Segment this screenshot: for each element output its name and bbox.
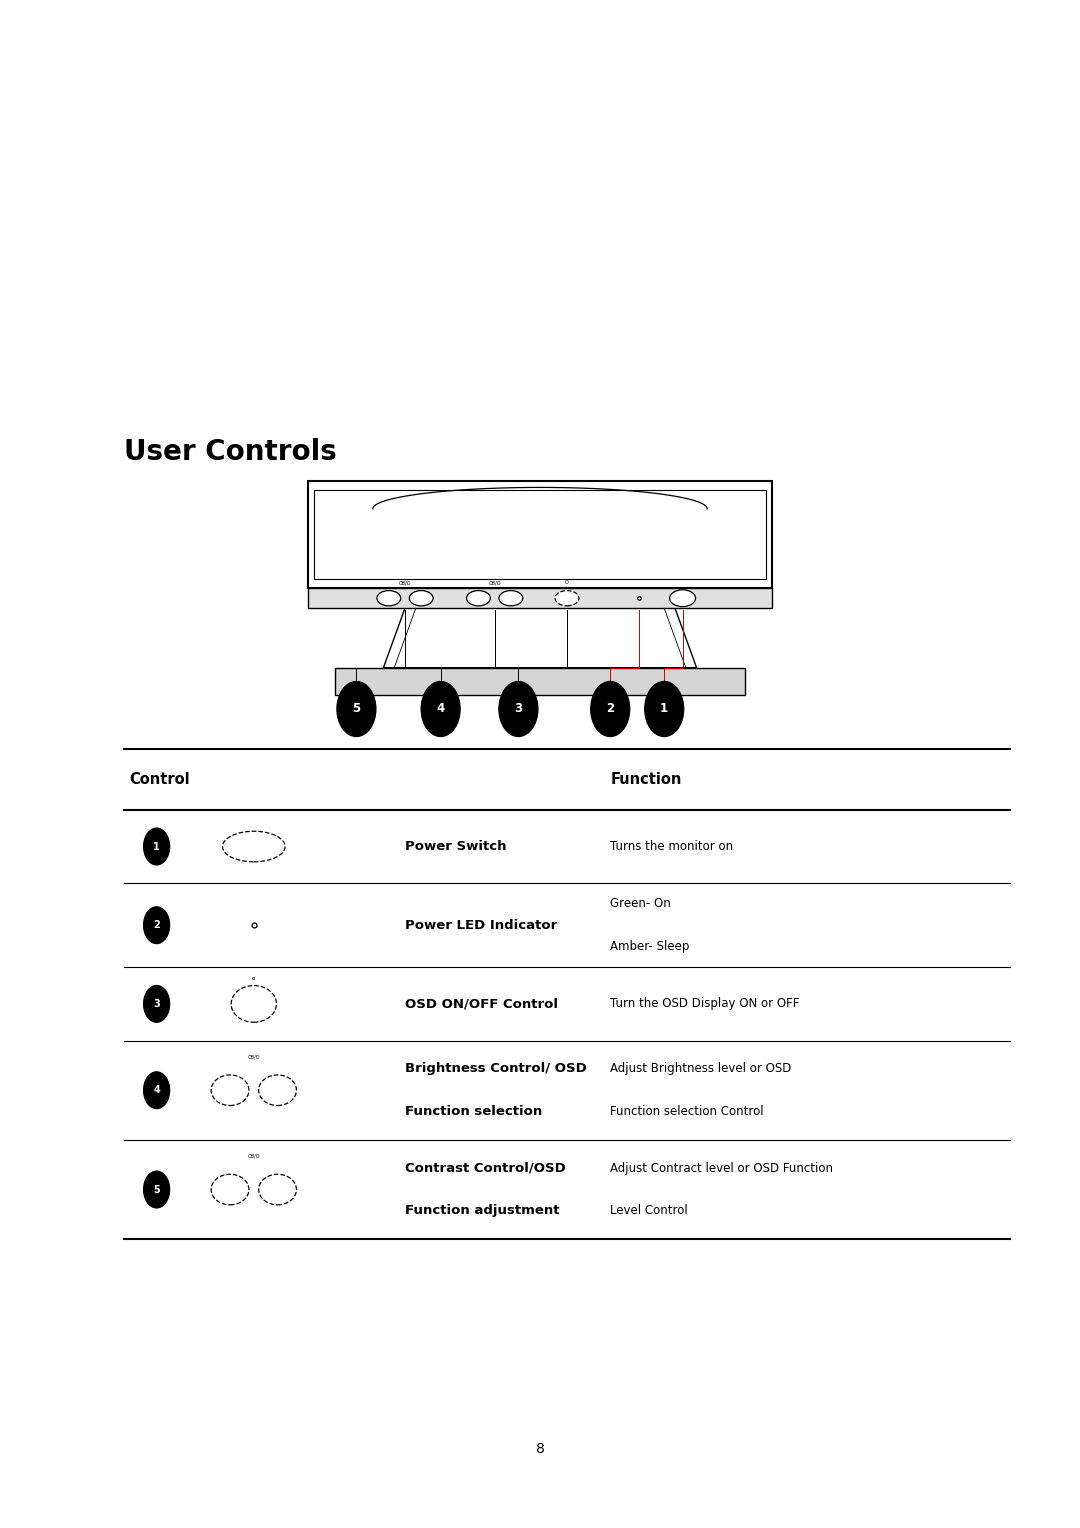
Text: OB/O: OB/O [488,581,501,585]
Text: o: o [252,976,256,981]
Text: Adjust Brightness level or OSD: Adjust Brightness level or OSD [610,1062,792,1076]
Text: OB/O: OB/O [399,581,411,585]
Ellipse shape [499,590,523,605]
Text: 3: 3 [514,703,523,715]
Text: OB/O: OB/O [247,1054,260,1059]
Text: User Controls: User Controls [124,439,337,466]
Text: Function selection: Function selection [405,1105,542,1118]
Circle shape [499,681,538,736]
Circle shape [144,1170,170,1207]
Circle shape [144,828,170,865]
Text: OB/O: OB/O [247,1154,260,1158]
Bar [308,481,772,588]
Ellipse shape [259,1074,296,1105]
Circle shape [337,681,376,736]
Text: 8: 8 [536,1441,544,1456]
Text: O: O [565,581,569,585]
Text: Brightness Control/ OSD: Brightness Control/ OSD [405,1062,586,1076]
Text: Control: Control [130,772,190,787]
Text: 1: 1 [660,703,669,715]
Ellipse shape [467,590,490,605]
Text: Turns the monitor on: Turns the monitor on [610,840,733,853]
Text: Contrast Control/OSD: Contrast Control/OSD [405,1161,566,1175]
Text: Function selection Control: Function selection Control [610,1105,764,1118]
Ellipse shape [212,1074,248,1105]
Circle shape [591,681,630,736]
Circle shape [144,986,170,1022]
Ellipse shape [231,986,276,1022]
Ellipse shape [212,1174,248,1204]
Text: OSD ON/OFF Control: OSD ON/OFF Control [405,998,558,1010]
Bar [335,668,745,695]
Text: Function: Function [610,772,681,787]
Polygon shape [383,608,697,668]
Text: Adjust Contract level or OSD Function: Adjust Contract level or OSD Function [610,1161,833,1175]
Text: Power LED Indicator: Power LED Indicator [405,918,557,932]
Bar [314,490,766,579]
Ellipse shape [555,590,579,605]
Text: Amber- Sleep: Amber- Sleep [610,940,689,953]
Text: 5: 5 [153,1184,160,1195]
Text: Function adjustment: Function adjustment [405,1204,559,1218]
Text: Green- On: Green- On [610,897,671,911]
Text: Level Control: Level Control [610,1204,688,1218]
Ellipse shape [259,1174,296,1204]
Ellipse shape [222,831,285,862]
Ellipse shape [409,590,433,605]
Text: 4: 4 [153,1085,160,1096]
Circle shape [421,681,460,736]
Text: 5: 5 [352,703,361,715]
Text: 4: 4 [436,703,445,715]
Ellipse shape [377,590,401,605]
Bar [308,588,772,608]
Text: 2: 2 [606,703,615,715]
Text: 3: 3 [153,999,160,1008]
Ellipse shape [670,590,696,607]
Text: 2: 2 [153,920,160,931]
Text: Power Switch: Power Switch [405,840,507,853]
Circle shape [645,681,684,736]
Text: Turn the OSD Display ON or OFF: Turn the OSD Display ON or OFF [610,998,799,1010]
Text: 1: 1 [153,842,160,851]
Circle shape [144,1071,170,1108]
Circle shape [144,906,170,943]
